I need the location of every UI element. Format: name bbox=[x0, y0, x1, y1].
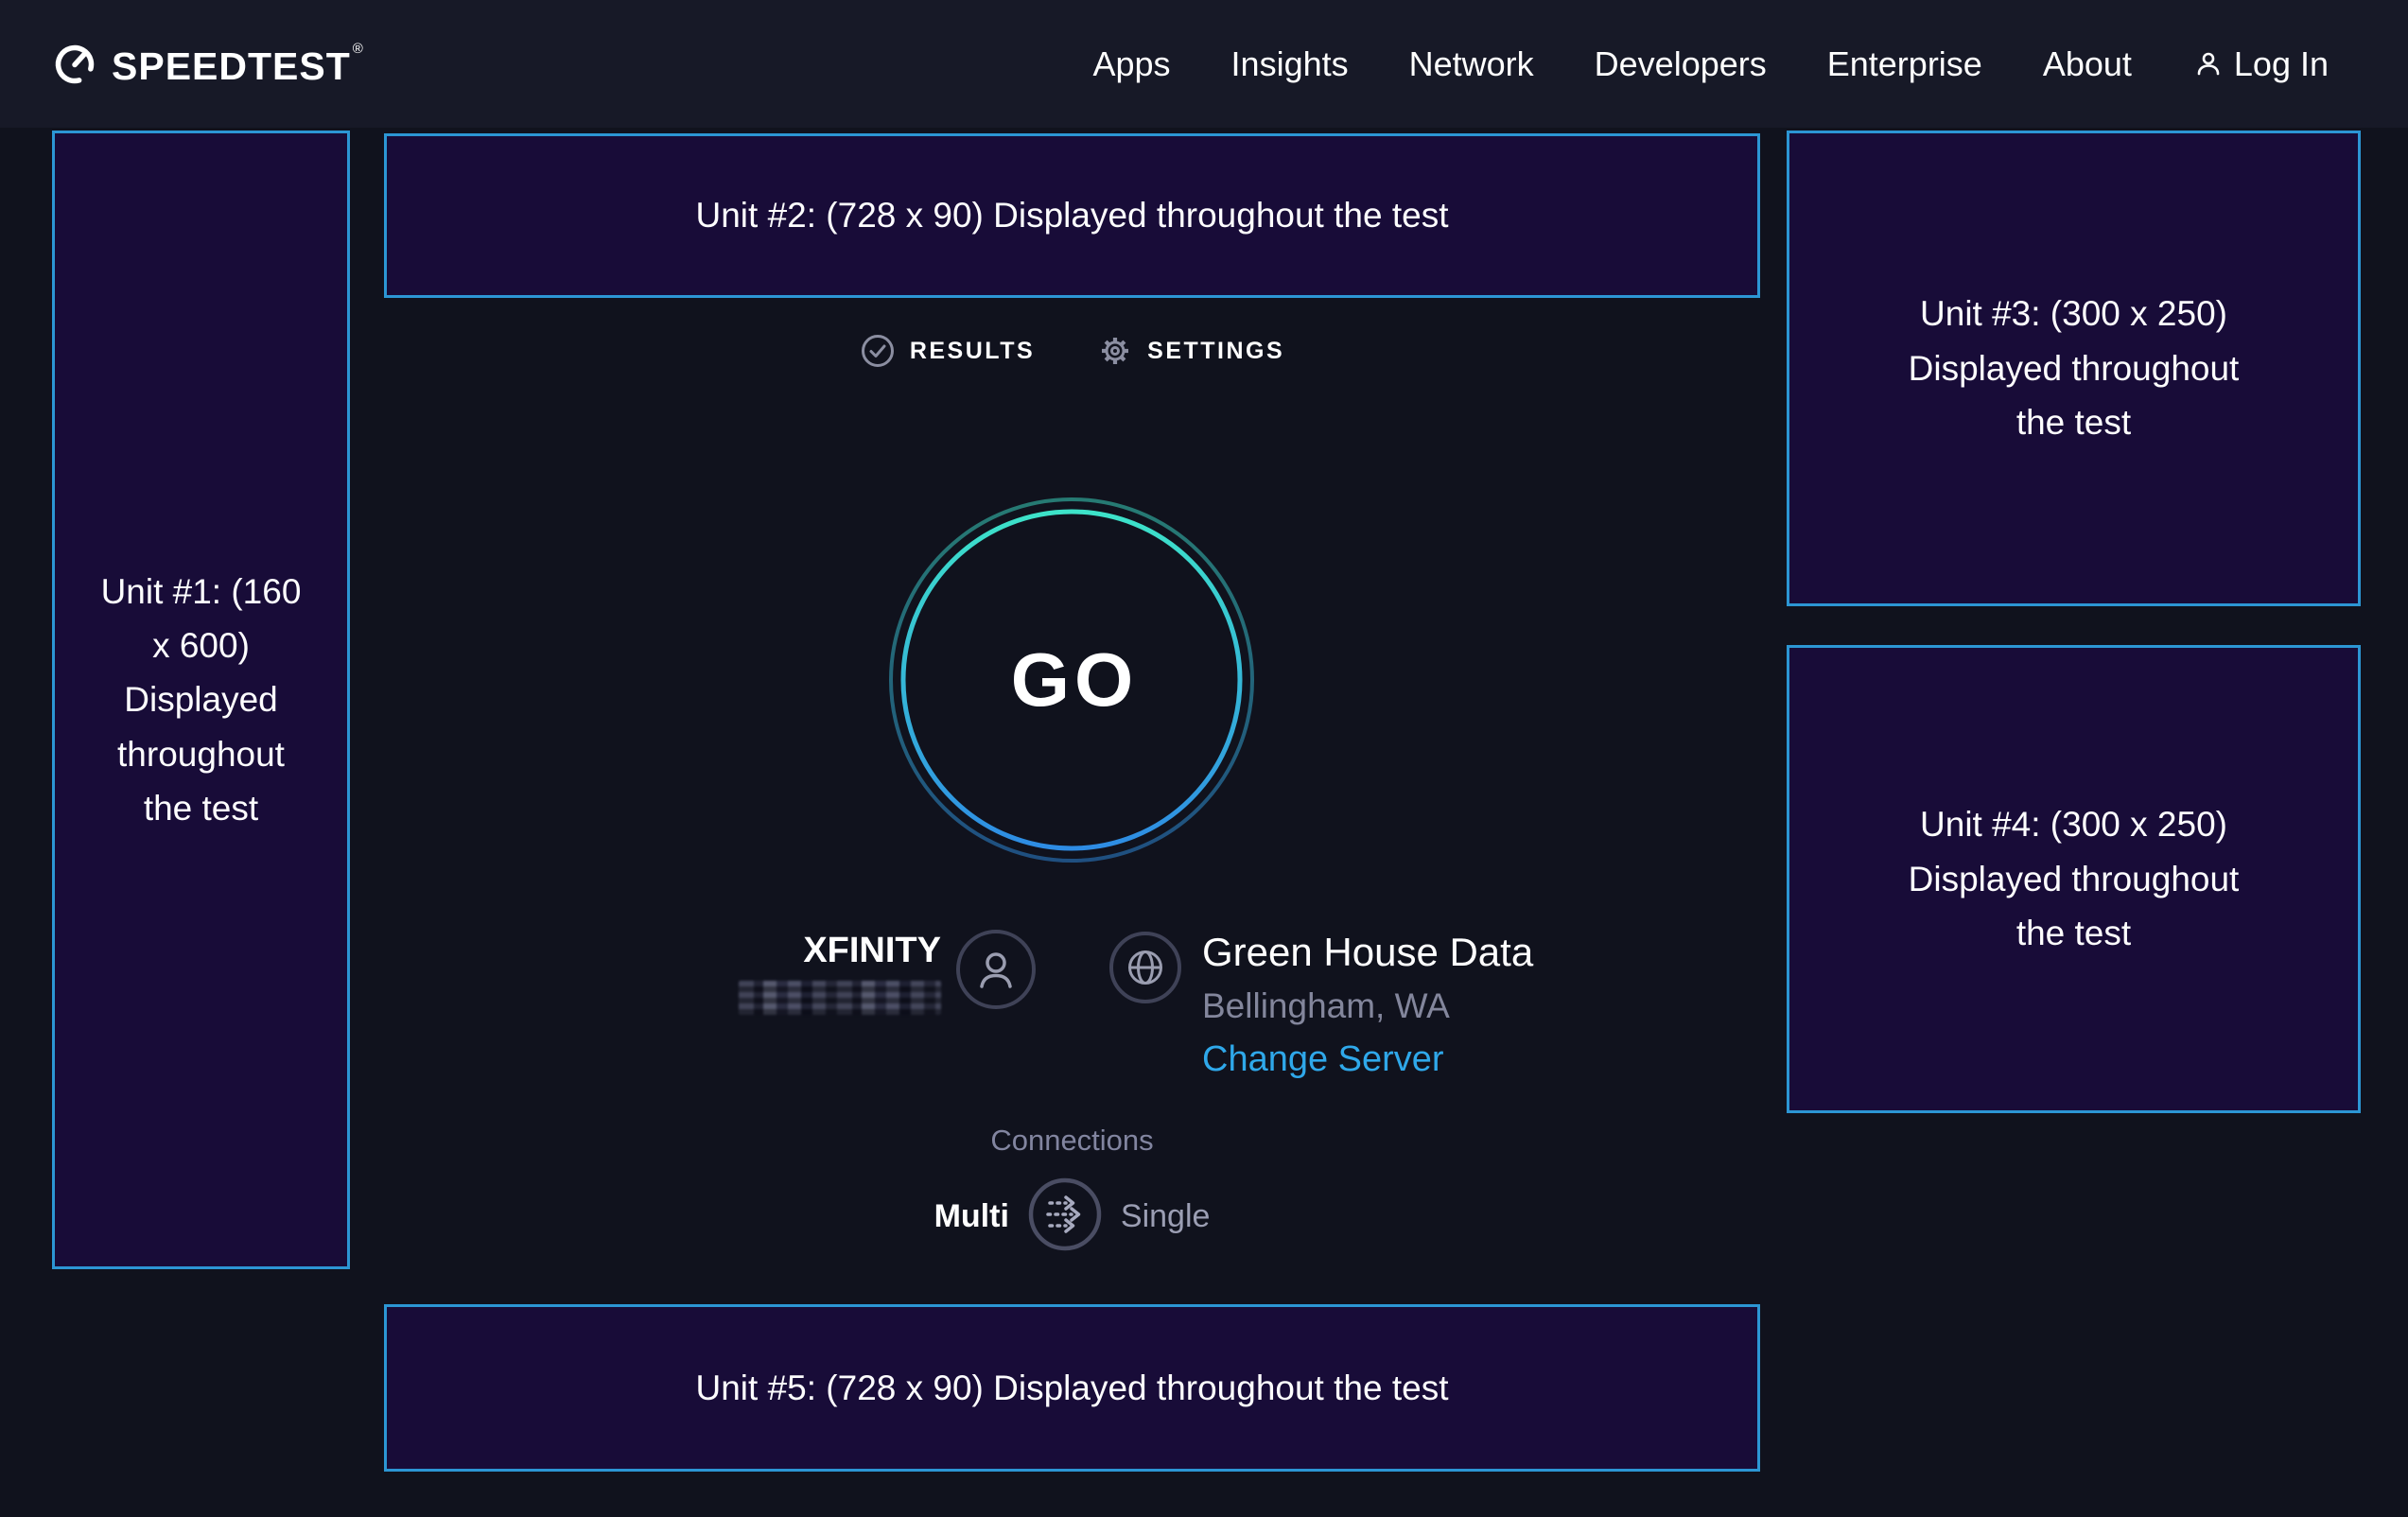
main-nav: Apps Insights Network Developers Enterpr… bbox=[1092, 44, 2329, 83]
server-name: Green House Data bbox=[1202, 930, 1534, 974]
logo-text: SPEEDTEST ® bbox=[112, 41, 364, 88]
nav-item-network[interactable]: Network bbox=[1408, 44, 1534, 83]
multi-connection-icon[interactable] bbox=[1028, 1177, 1102, 1256]
connections-single-option[interactable]: Single bbox=[1120, 1198, 1211, 1234]
ad-unit-2-text: Unit #2: (728 x 90) Displayed throughout… bbox=[695, 196, 1449, 235]
ad-unit-5-text: Unit #5: (728 x 90) Displayed throughout… bbox=[695, 1368, 1449, 1407]
connections-label: Connections bbox=[990, 1124, 1154, 1157]
ad-unit-3-text: Unit #3: (300 x 250) Displayed throughou… bbox=[1908, 294, 2240, 443]
go-button-label: GO bbox=[1010, 637, 1139, 722]
isp-name: XFINITY bbox=[803, 931, 941, 970]
isp-info: XFINITY bbox=[739, 930, 1036, 1015]
censored-ip-address bbox=[739, 981, 941, 1015]
tab-settings-label: SETTINGS bbox=[1147, 337, 1285, 364]
ad-unit-3[interactable]: Unit #3: (300 x 250) Displayed throughou… bbox=[1787, 131, 2361, 606]
tab-results-label: RESULTS bbox=[909, 337, 1036, 364]
nav-item-enterprise[interactable]: Enterprise bbox=[1826, 44, 1982, 83]
tab-results[interactable]: RESULTS bbox=[860, 333, 1035, 369]
server-info: Green House Data Bellingham, WA Change S… bbox=[1109, 932, 1533, 1078]
login-button[interactable]: Log In bbox=[2192, 44, 2329, 83]
nav-item-insights[interactable]: Insights bbox=[1230, 44, 1349, 83]
change-server-link[interactable]: Change Server bbox=[1202, 1039, 1444, 1079]
ad-unit-1[interactable]: Unit #1: (160 x 600) Displayed throughou… bbox=[52, 131, 350, 1269]
ad-unit-4-text: Unit #4: (300 x 250) Displayed throughou… bbox=[1908, 805, 2240, 953]
server-location: Bellingham, WA bbox=[1202, 986, 1450, 1025]
user-circle-icon bbox=[956, 930, 1036, 1009]
ad-unit-1-text: Unit #1: (160 x 600) Displayed throughou… bbox=[100, 571, 302, 828]
header: SPEEDTEST ® Apps Insights Network Develop… bbox=[0, 0, 2408, 128]
ad-unit-4[interactable]: Unit #4: (300 x 250) Displayed throughou… bbox=[1787, 645, 2361, 1113]
nav-item-developers[interactable]: Developers bbox=[1594, 44, 1767, 83]
connections-multi-option[interactable]: Multi bbox=[934, 1198, 1009, 1234]
nav-item-about[interactable]: About bbox=[2042, 44, 2132, 83]
gauge-logo-icon bbox=[52, 42, 97, 87]
nav-item-apps[interactable]: Apps bbox=[1092, 44, 1171, 83]
check-circle-icon bbox=[860, 333, 896, 369]
gear-icon bbox=[1097, 333, 1133, 369]
login-label: Log In bbox=[2233, 44, 2329, 83]
ad-unit-2[interactable]: Unit #2: (728 x 90) Displayed throughout… bbox=[384, 133, 1760, 298]
person-icon bbox=[2192, 48, 2225, 80]
ad-unit-5[interactable]: Unit #5: (728 x 90) Displayed throughout… bbox=[384, 1304, 1760, 1472]
view-tabs: RESULTS SETTINGS bbox=[384, 333, 1760, 369]
go-button[interactable]: GO bbox=[887, 496, 1256, 864]
speedtest-logo[interactable]: SPEEDTEST ® bbox=[52, 42, 364, 87]
globe-circle-icon bbox=[1109, 932, 1181, 1003]
tab-settings[interactable]: SETTINGS bbox=[1097, 333, 1284, 369]
connections-section: Connections Multi Single bbox=[384, 1125, 1760, 1256]
trademark-symbol: ® bbox=[352, 41, 364, 57]
